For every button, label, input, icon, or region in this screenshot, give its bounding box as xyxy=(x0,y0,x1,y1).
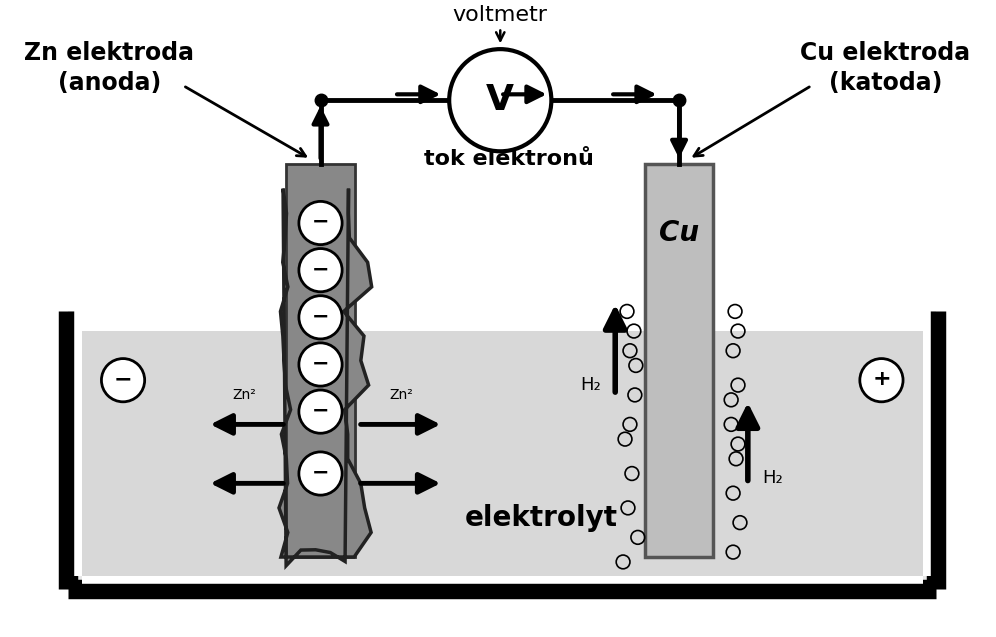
Circle shape xyxy=(299,201,342,245)
Bar xyxy=(68,311,936,589)
Text: V: V xyxy=(486,83,514,117)
Text: H₂: H₂ xyxy=(581,376,601,394)
Text: −: − xyxy=(114,369,132,389)
Polygon shape xyxy=(279,189,372,566)
Text: Zn elektroda
(anoda): Zn elektroda (anoda) xyxy=(24,41,194,95)
Text: −: − xyxy=(312,212,330,232)
Text: −: − xyxy=(312,462,330,483)
Text: voltmetr: voltmetr xyxy=(453,4,548,25)
Text: −: − xyxy=(312,306,330,326)
Text: Cu: Cu xyxy=(659,219,699,247)
Circle shape xyxy=(299,343,342,386)
Text: −: − xyxy=(312,259,330,279)
Text: tok elektronů: tok elektronů xyxy=(424,149,594,169)
Bar xyxy=(286,164,355,557)
Circle shape xyxy=(299,248,342,292)
Text: Zn²: Zn² xyxy=(232,388,256,402)
Text: Zn²: Zn² xyxy=(389,388,413,402)
Text: Zn: Zn xyxy=(301,209,341,237)
Circle shape xyxy=(299,390,342,433)
Circle shape xyxy=(299,296,342,339)
Circle shape xyxy=(449,49,552,152)
Text: +: + xyxy=(872,369,890,389)
Bar xyxy=(82,311,922,576)
Text: −: − xyxy=(312,401,330,420)
Text: Cu elektroda
(katoda): Cu elektroda (katoda) xyxy=(801,41,970,95)
Text: elektrolyt: elektrolyt xyxy=(465,504,619,532)
Bar xyxy=(644,164,713,557)
Text: −: − xyxy=(312,354,330,373)
Circle shape xyxy=(102,359,144,402)
Circle shape xyxy=(860,359,903,402)
Text: H₂: H₂ xyxy=(762,469,783,487)
Bar xyxy=(82,331,922,576)
Circle shape xyxy=(299,452,342,495)
